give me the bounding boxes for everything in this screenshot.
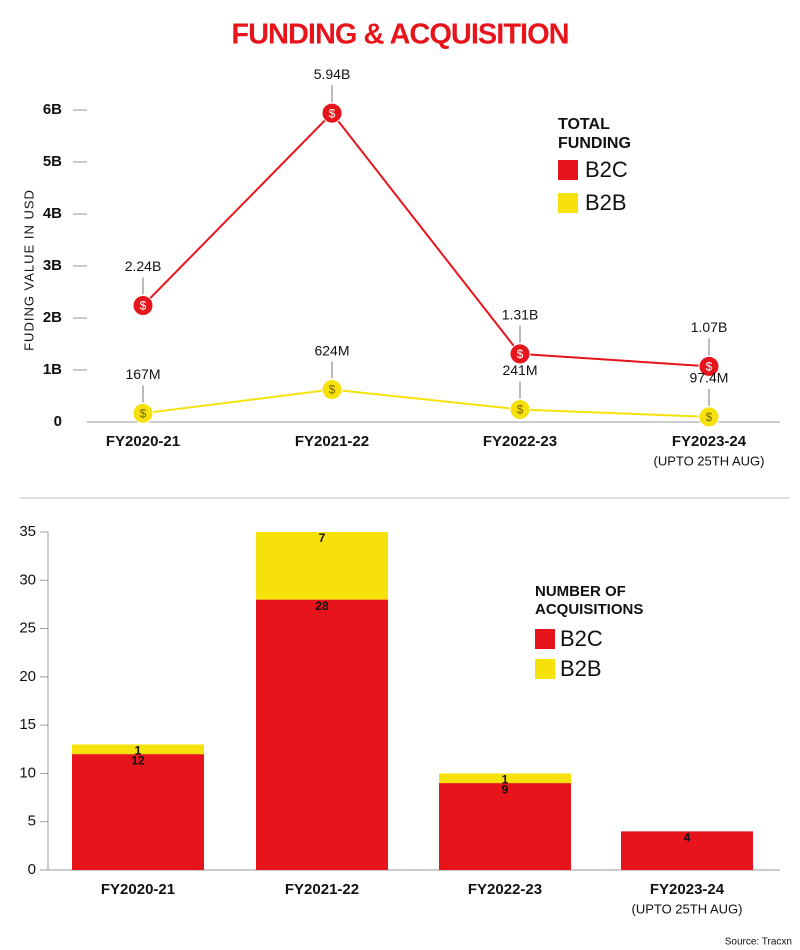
data-label: 4 [684, 831, 691, 845]
bar-segment [439, 783, 571, 870]
bar-segment [256, 599, 388, 870]
y-axis-label: FUDING VALUE IN USD [21, 189, 36, 351]
bar-segment [256, 532, 388, 600]
x-tick-label: FY2021-22 [295, 433, 369, 450]
marker [698, 355, 720, 377]
legend-title: NUMBER OF ACQUISITIONS [535, 583, 643, 618]
marker [132, 295, 154, 317]
data-label: 9 [502, 782, 509, 796]
y-tick-label: 20 [19, 668, 36, 685]
legend-label: B2B [585, 190, 627, 215]
legend-label: B2C [585, 157, 628, 182]
data-label: 1.07B [691, 319, 728, 335]
y-tick-label: 10 [19, 764, 36, 781]
marker-symbol: $ [517, 347, 524, 361]
line [142, 111, 710, 368]
data-label: 1 [135, 744, 142, 758]
data-label: 7 [319, 531, 326, 545]
y-tick-label: 35 [19, 523, 36, 540]
data-label: 97.4M [690, 370, 729, 386]
marker [321, 102, 343, 124]
y-tick-label: 30 [19, 571, 36, 588]
y-tick-label: 0 [28, 861, 36, 878]
legend-title: TOTAL FUNDING [558, 116, 631, 152]
y-tick-label: 4B [43, 205, 62, 222]
marker [698, 406, 720, 428]
source: Source: Tracxn [725, 937, 792, 948]
data-label: 167M [125, 366, 160, 382]
marker [321, 379, 343, 401]
data-label: 624M [314, 342, 349, 358]
marker [132, 402, 154, 424]
marker-symbol: $ [329, 383, 336, 397]
marker-symbol: $ [517, 403, 524, 417]
legend-swatch [558, 160, 578, 180]
line [142, 388, 710, 418]
bar-segment [621, 831, 753, 870]
legend-swatch [558, 193, 578, 213]
data-label: 12 [131, 753, 145, 767]
bar-segment [72, 754, 204, 870]
data-label: 1 [502, 773, 509, 787]
y-tick-label: 6B [43, 101, 62, 118]
bar-segment [72, 744, 204, 755]
marker-symbol: $ [140, 406, 147, 420]
y-tick-label: 0 [54, 413, 62, 430]
x-tick-label: FY2023-24 [650, 881, 725, 898]
y-tick-label: 25 [19, 620, 36, 637]
x-tick-note: (UPTO 25TH AUG) [653, 453, 764, 468]
x-tick-note: (UPTO 25TH AUG) [631, 901, 742, 916]
y-tick-label: 15 [19, 716, 36, 733]
legend-label: B2C [560, 626, 603, 651]
x-tick-label: FY2021-22 [285, 881, 359, 898]
y-tick-label: 2B [43, 309, 62, 326]
marker-symbol: $ [706, 360, 713, 374]
page-title: FUNDING & ACQUISITION [231, 19, 568, 51]
marker-symbol: $ [706, 410, 713, 424]
marker-symbol: $ [140, 299, 147, 313]
y-tick-label: 3B [43, 257, 62, 274]
x-tick-label: FY2022-23 [483, 433, 557, 450]
data-label: 28 [315, 599, 329, 613]
marker-symbol: $ [329, 106, 336, 120]
marker [509, 343, 531, 365]
marker [509, 398, 531, 420]
x-tick-label: FY2020-21 [106, 433, 180, 450]
data-label: 1.31B [502, 307, 539, 323]
y-tick-label: 1B [43, 361, 62, 378]
legend-label: B2B [560, 656, 602, 681]
legend-swatch [535, 659, 555, 679]
legend-swatch [535, 629, 555, 649]
data-label: 2.24B [125, 258, 162, 274]
data-label: 5.94B [314, 66, 351, 82]
x-tick-label: FY2022-23 [468, 881, 542, 898]
data-label: 241M [502, 362, 537, 378]
y-tick-label: 5B [43, 153, 62, 170]
x-tick-label: FY2020-21 [101, 881, 175, 898]
bar-segment [439, 773, 571, 784]
y-tick-label: 5 [28, 813, 36, 830]
x-tick-label: FY2023-24 [672, 433, 747, 450]
